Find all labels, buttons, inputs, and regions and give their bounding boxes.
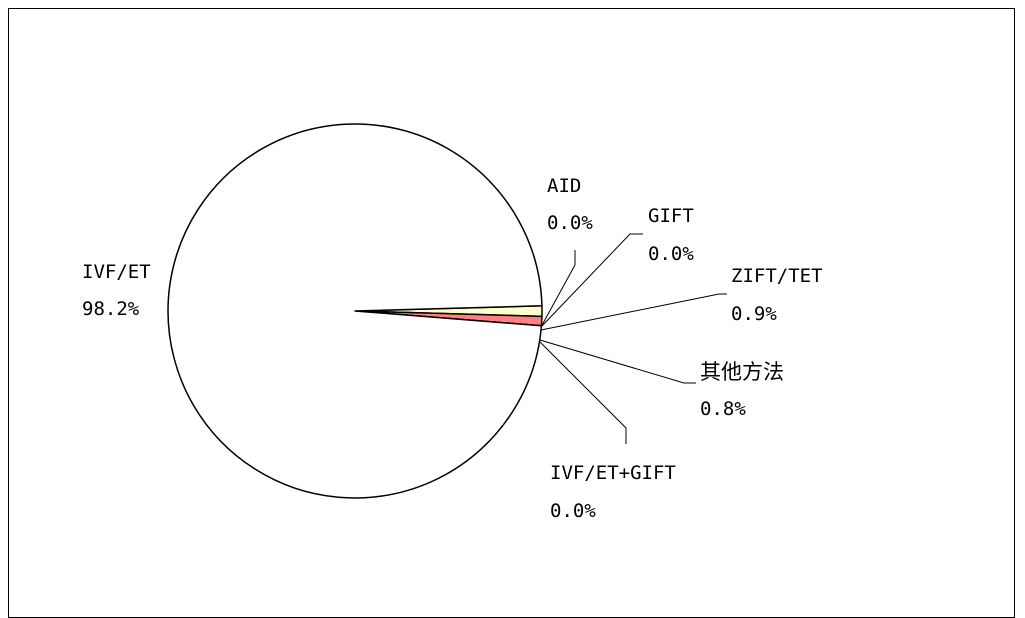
label-aid-value: 0.0% [547,212,593,234]
label-zift-tet-value: 0.9% [731,303,777,325]
label-ivf-et-gift-name: IVF/ET+GIFT [550,462,676,484]
label-gift-name: GIFT [648,205,694,227]
label-gift-value: 0.0% [648,243,694,265]
label-other-methods-name: 其他方法 [700,360,784,384]
slice-labels: IVF/ET 98.2% AID 0.0% GIFT 0.0% ZIFT/TET… [82,175,823,522]
pie-slices [167,123,543,499]
label-ivf-et-gift-value: 0.0% [550,500,596,522]
leader-line-5 [539,341,627,444]
leader-line-2 [540,233,643,328]
label-other-methods-value: 0.8% [700,398,746,420]
label-aid-name: AID [547,175,581,197]
pie-slice-ivf-et [167,123,543,499]
leader-line-4 [539,339,696,384]
label-ivf-et-name: IVF/ET [82,261,151,283]
leader-line-3 [540,293,727,331]
leader-line-1 [540,250,576,328]
label-zift-tet-name: ZIFT/TET [731,265,823,287]
label-ivf-et-value: 98.2% [82,298,140,320]
leader-lines [539,233,727,444]
